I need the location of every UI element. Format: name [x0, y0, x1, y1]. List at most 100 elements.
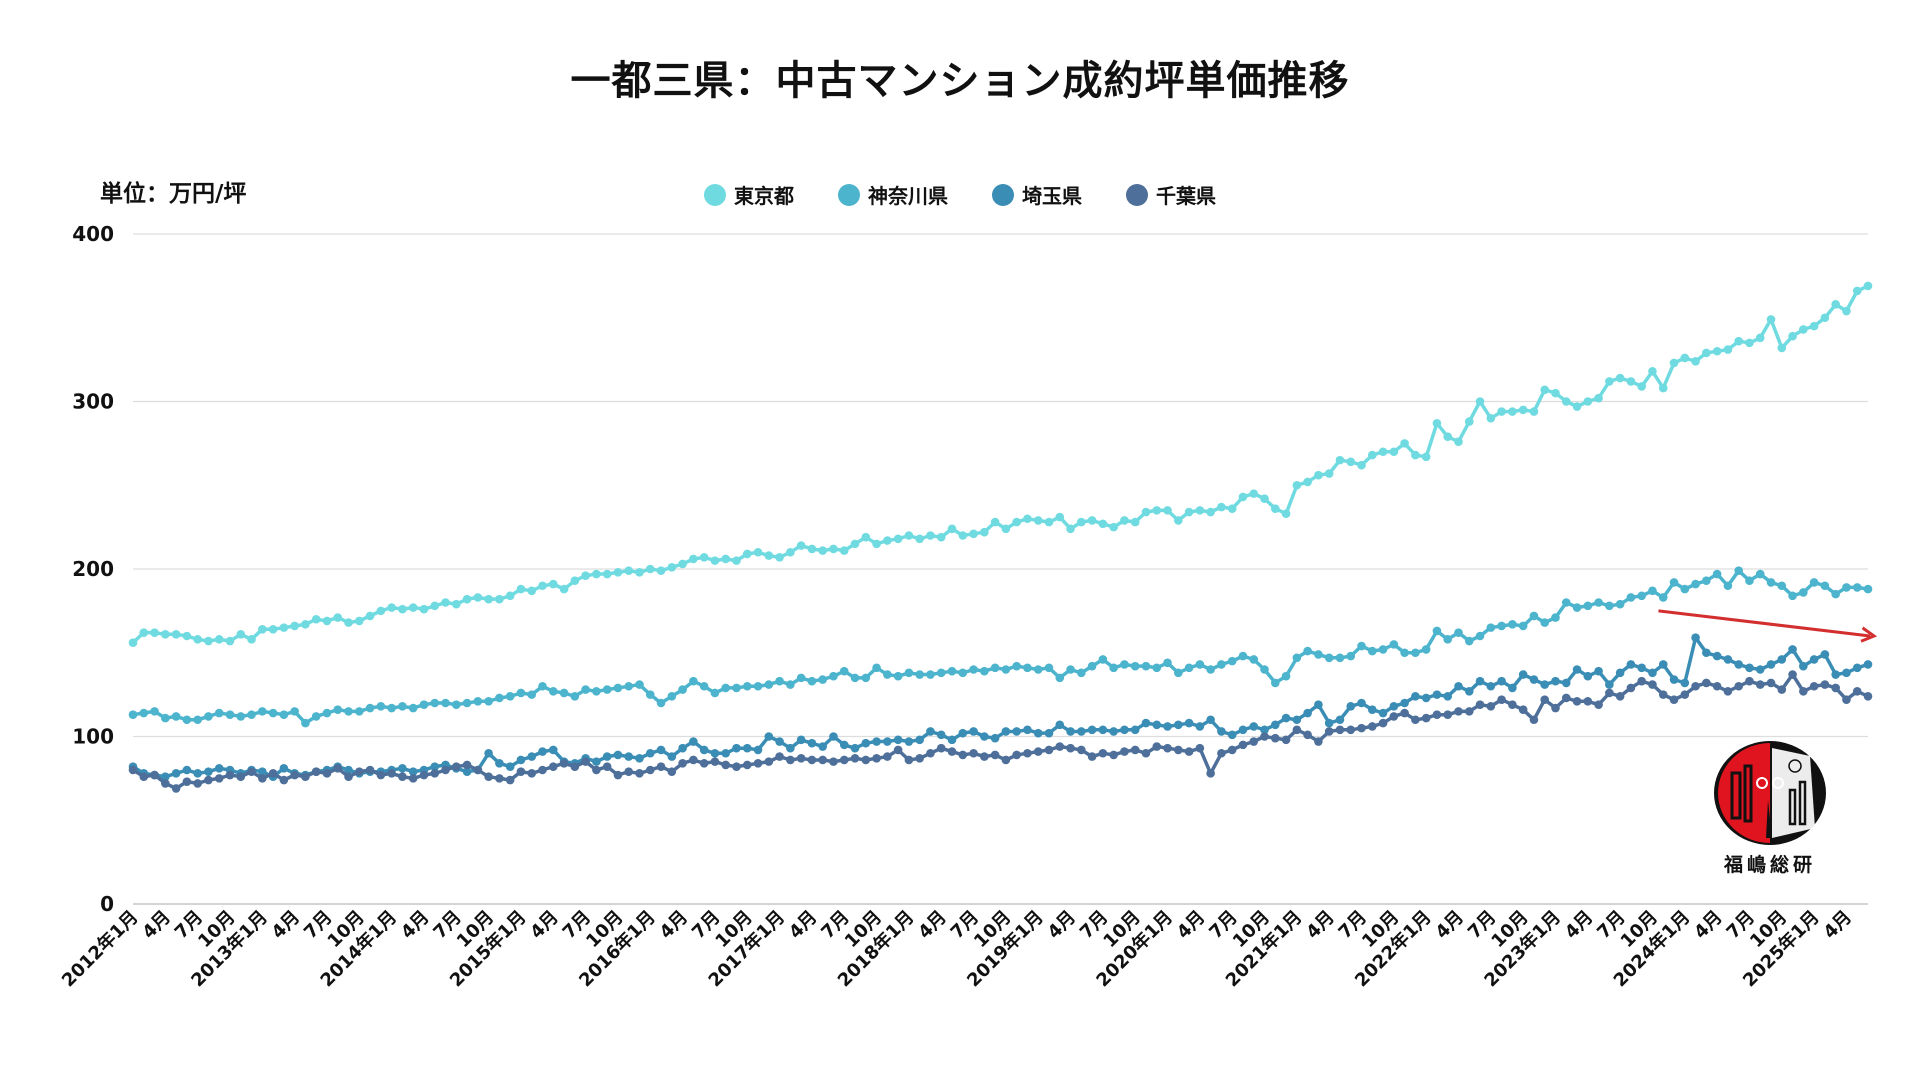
- data-point: [1281, 735, 1291, 745]
- data-point: [1637, 591, 1646, 601]
- data-point: [1227, 745, 1237, 755]
- data-point: [1615, 668, 1625, 678]
- data-point: [333, 764, 343, 773]
- data-point: [1044, 745, 1054, 755]
- data-point: [1842, 695, 1851, 704]
- data-point: [796, 735, 806, 745]
- data-point: [936, 743, 946, 753]
- data-point: [1249, 722, 1259, 731]
- data-point: [710, 556, 720, 565]
- data-point: [1475, 676, 1485, 686]
- data-point: [1055, 742, 1065, 751]
- data-point: [1432, 710, 1442, 720]
- data-point: [796, 541, 806, 550]
- data-point: [1809, 655, 1819, 664]
- data-point: [268, 625, 278, 634]
- data-point: [969, 665, 978, 674]
- data-point: [1389, 447, 1399, 457]
- data-point: [904, 668, 914, 678]
- data-point: [290, 621, 299, 631]
- data-point: [462, 760, 472, 770]
- data-point: [441, 698, 450, 708]
- data-point: [193, 715, 202, 725]
- data-point: [1012, 661, 1021, 671]
- data-point: [839, 740, 849, 750]
- data-point: [290, 707, 299, 716]
- data-point: [1098, 725, 1108, 735]
- data-point: [419, 604, 429, 614]
- data-point: [214, 774, 224, 783]
- data-point: [1572, 402, 1582, 411]
- data-point: [1475, 631, 1485, 641]
- data-point: [1270, 504, 1280, 513]
- data-point: [484, 697, 493, 706]
- data-point: [182, 765, 192, 775]
- data-point: [495, 594, 504, 604]
- data-point: [656, 762, 666, 771]
- legend-marker: [1126, 183, 1148, 206]
- legend-item: 千葉県: [1126, 180, 1216, 209]
- data-point: [1077, 727, 1086, 736]
- data-point: [1044, 728, 1054, 738]
- data-point: [1152, 663, 1162, 673]
- data-point: [1012, 727, 1021, 736]
- data-point: [1130, 517, 1140, 527]
- data-point: [602, 685, 612, 694]
- data-point: [171, 784, 181, 793]
- data-point: [1411, 450, 1420, 460]
- data-point: [1367, 450, 1377, 460]
- data-point: [1863, 660, 1873, 669]
- data-point: [1540, 385, 1550, 395]
- data-point: [958, 728, 968, 738]
- data-point: [1680, 678, 1690, 688]
- data-point: [1001, 524, 1011, 534]
- data-point: [1540, 618, 1550, 627]
- x-tick-label: 4月: [914, 907, 950, 943]
- data-point: [883, 670, 892, 679]
- data-point: [1561, 693, 1571, 703]
- data-point: [667, 752, 677, 761]
- legend-label: 東京都: [734, 184, 794, 208]
- x-tick-label: 2012年1月: [57, 906, 142, 991]
- data-point: [1184, 718, 1194, 728]
- data-point: [1044, 517, 1054, 527]
- data-point: [311, 767, 321, 776]
- data-point: [1421, 693, 1431, 703]
- data-point: [1454, 628, 1463, 637]
- data-point: [1389, 712, 1399, 721]
- data-point: [279, 710, 289, 720]
- data-point: [128, 765, 138, 775]
- data-point: [645, 690, 655, 699]
- data-point: [258, 707, 267, 716]
- data-point: [1184, 663, 1194, 673]
- data-point: [1669, 695, 1679, 704]
- data-point: [1335, 715, 1345, 725]
- data-point: [850, 743, 860, 753]
- data-point: [1863, 692, 1873, 701]
- data-point: [1637, 663, 1646, 673]
- y-tick-label: 0: [100, 892, 114, 916]
- data-point: [1454, 437, 1463, 447]
- data-point: [807, 676, 817, 686]
- data-point: [1378, 447, 1388, 457]
- data-point: [1820, 680, 1830, 689]
- data-point: [947, 747, 957, 756]
- data-point: [408, 703, 418, 713]
- data-point: [484, 594, 493, 604]
- data-point: [1486, 413, 1496, 423]
- data-point: [1594, 598, 1603, 607]
- data-point: [1152, 506, 1162, 515]
- data-point: [829, 732, 838, 741]
- data-point: [1249, 489, 1259, 498]
- logo-emblem-icon: [1714, 741, 1826, 845]
- data-point: [689, 737, 698, 746]
- data-point: [936, 532, 946, 542]
- data-point: [1400, 648, 1409, 658]
- data-point: [1658, 690, 1668, 699]
- data-point: [451, 700, 461, 709]
- data-point: [1281, 509, 1291, 519]
- data-point: [980, 732, 989, 741]
- data-point: [408, 767, 418, 776]
- data-point: [861, 673, 871, 683]
- data-point: [1766, 660, 1776, 669]
